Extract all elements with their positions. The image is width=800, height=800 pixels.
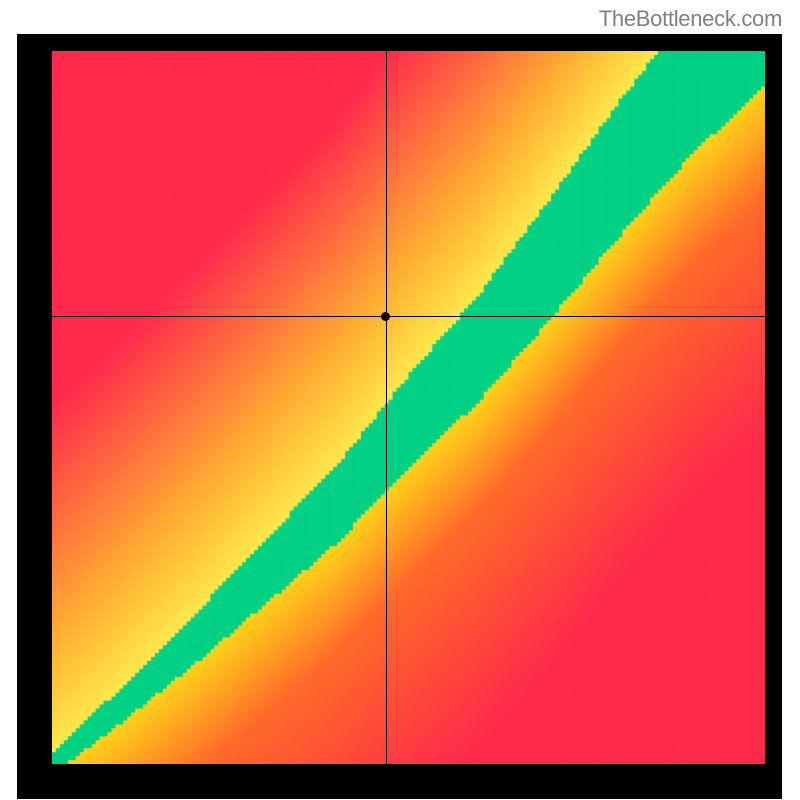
crosshair-vertical <box>386 51 387 764</box>
crosshair-horizontal <box>52 316 765 317</box>
data-point-marker <box>381 312 390 321</box>
heatmap-canvas <box>52 51 765 764</box>
chart-outer-frame <box>17 34 782 799</box>
attribution-label: TheBottleneck.com <box>599 6 782 32</box>
